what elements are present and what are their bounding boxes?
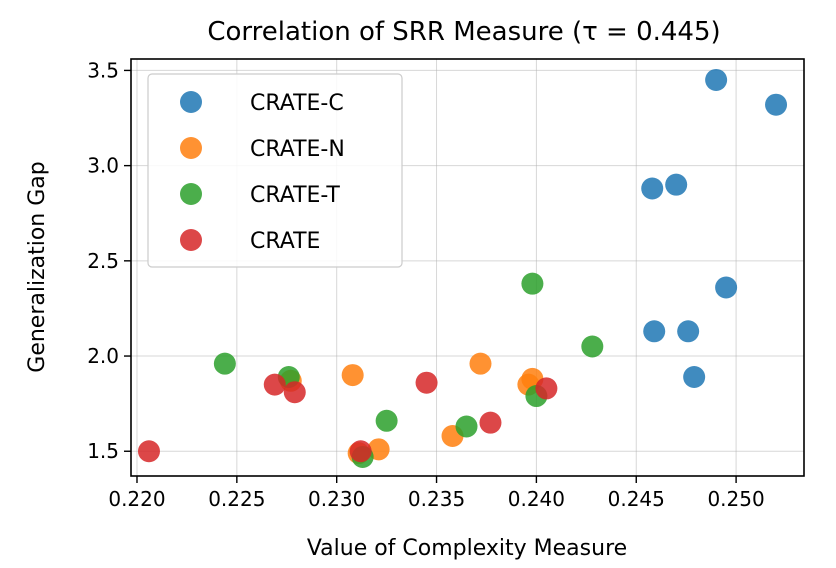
- legend-marker: [180, 183, 202, 205]
- data-point: [455, 415, 478, 438]
- data-point: [375, 409, 398, 432]
- data-point: [665, 173, 688, 196]
- y-tick-label: 3.5: [87, 58, 119, 82]
- x-tick-label: 0.240: [508, 487, 565, 511]
- plot-frame: [130, 58, 805, 477]
- data-point: [677, 320, 700, 343]
- data-point: [581, 335, 604, 358]
- data-point: [341, 364, 364, 387]
- data-point: [535, 377, 558, 400]
- x-tick-label: 0.235: [408, 487, 465, 511]
- data-point: [641, 177, 664, 200]
- legend-label: CRATE: [250, 229, 320, 254]
- x-axis-ticks: 0.220 0.225 0.230 0.235 0.240 0.245 0.250: [108, 476, 765, 511]
- chart-title: Correlation of SRR Measure (τ = 0.445): [207, 17, 720, 47]
- y-axis-label: Generalization Gap: [25, 161, 50, 372]
- data-point: [137, 440, 160, 463]
- data-point: [479, 411, 502, 434]
- data-point: [415, 371, 438, 394]
- legend-marker: [180, 229, 202, 251]
- x-tick-label: 0.230: [308, 487, 365, 511]
- legend-label: CRATE-N: [250, 137, 345, 162]
- legend-label: CRATE-C: [250, 91, 344, 116]
- y-tick-label: 2.0: [87, 344, 119, 368]
- data-point: [349, 440, 372, 463]
- data-point: [643, 320, 666, 343]
- data-points: [137, 68, 788, 468]
- data-point: [705, 68, 728, 91]
- x-tick-label: 0.245: [608, 487, 665, 511]
- data-point: [715, 276, 738, 299]
- x-axis-label: Value of Complexity Measure: [307, 536, 627, 561]
- y-tick-label: 2.5: [87, 249, 119, 273]
- data-point: [683, 365, 706, 388]
- legend-marker: [180, 137, 202, 159]
- legend-marker: [180, 91, 202, 113]
- data-point: [263, 373, 286, 396]
- data-point: [521, 272, 544, 295]
- x-tick-label: 0.250: [707, 487, 764, 511]
- data-point: [283, 381, 306, 404]
- x-tick-label: 0.220: [108, 487, 165, 511]
- legend-box: [147, 73, 403, 268]
- y-axis-ticks: 1.5 2.0 2.5 3.0 3.5: [87, 58, 131, 463]
- data-point: [213, 352, 236, 375]
- legend: CRATE-C CRATE-N CRATE-T CRATE: [147, 73, 403, 268]
- data-point: [469, 352, 492, 375]
- y-tick-label: 3.0: [87, 154, 119, 178]
- x-tick-label: 0.225: [208, 487, 265, 511]
- legend-label: CRATE-T: [250, 183, 340, 208]
- data-point: [765, 93, 788, 116]
- y-tick-label: 1.5: [87, 439, 119, 463]
